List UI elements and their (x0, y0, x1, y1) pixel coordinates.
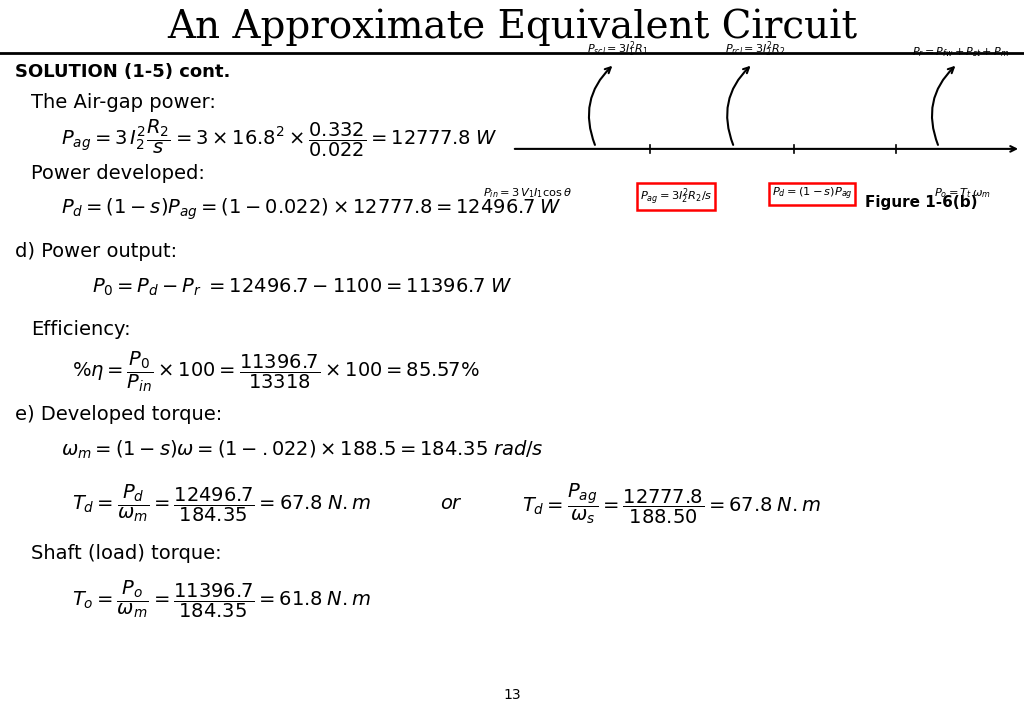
Text: $P_{rcl}= 3I_2^2R_2$: $P_{rcl}= 3I_2^2R_2$ (725, 39, 786, 59)
Text: d) Power output:: d) Power output: (15, 242, 177, 261)
Text: $P_d = (1-s)P_{ag}$: $P_d = (1-s)P_{ag}$ (772, 186, 852, 202)
Text: $P_{ag}=3I_2^2R_2/s$: $P_{ag}=3I_2^2R_2/s$ (640, 186, 712, 207)
Text: Efficiency:: Efficiency: (31, 320, 130, 339)
Text: $P_0 = P_d - P_r\; = 12496.7 - 1100 = 11396.7\; W$: $P_0 = P_d - P_r\; = 12496.7 - 1100 = 11… (92, 277, 512, 298)
Text: $T_d = \dfrac{P_d}{\omega_m} = \dfrac{12496.7}{184.35} = 67.8\; N.m$: $T_d = \dfrac{P_d}{\omega_m} = \dfrac{12… (72, 483, 372, 524)
Text: $or$: $or$ (440, 494, 463, 513)
Text: $\omega_m = (1-s)\omega = (1-.022)\times188.5 = 184.35\; rad/s$: $\omega_m = (1-s)\omega = (1-.022)\times… (61, 439, 544, 462)
Text: 13: 13 (503, 688, 521, 702)
Text: Power developed:: Power developed: (31, 164, 205, 183)
Text: $\%\eta = \dfrac{P_0}{P_{in}}\times100 = \dfrac{11396.7}{13318}\times100 = 85.57: $\%\eta = \dfrac{P_0}{P_{in}}\times100 =… (72, 349, 479, 394)
Text: $T_o = \dfrac{P_o}{\omega_m} = \dfrac{11396.7}{184.35} = 61.8\; N.m$: $T_o = \dfrac{P_o}{\omega_m} = \dfrac{11… (72, 579, 371, 620)
Text: $T_d = \dfrac{P_{ag}}{\omega_s} = \dfrac{12777.8}{188.50} = 67.8\; N.m$: $T_d = \dfrac{P_{ag}}{\omega_s} = \dfrac… (522, 481, 821, 525)
Text: $P_{scl}= 3I_1^2R_1$: $P_{scl}= 3I_1^2R_1$ (587, 39, 648, 59)
Text: The Air-gap power:: The Air-gap power: (31, 94, 216, 112)
Text: An Approximate Equivalent Circuit: An Approximate Equivalent Circuit (167, 9, 857, 45)
Text: Shaft (load) torque:: Shaft (load) torque: (31, 544, 221, 562)
Text: $P_o = T_t\,\omega_m$: $P_o = T_t\,\omega_m$ (934, 186, 991, 199)
Text: e) Developed torque:: e) Developed torque: (15, 406, 222, 424)
Text: $P_{ag}  = 3\, I_2^2 \dfrac{R_2}{s} = 3\times16.8^2 \times \dfrac{0.332}{0.022} : $P_{ag} = 3\, I_2^2 \dfrac{R_2}{s} = 3\t… (61, 118, 498, 159)
Text: $P_r = P_{fw}+P_{st}+P_m$: $P_r = P_{fw}+P_{st}+P_m$ (912, 45, 1009, 59)
Text: Figure 1-6(b): Figure 1-6(b) (865, 195, 978, 210)
Text: $P_d = (1-s)P_{ag} = (1-0.022)\times12777.8 = 12496.7\; W$: $P_d = (1-s)P_{ag} = (1-0.022)\times1277… (61, 196, 562, 222)
Text: $P_{in}=3\,V_1I_1\cos\theta$: $P_{in}=3\,V_1I_1\cos\theta$ (483, 186, 571, 199)
Text: SOLUTION (1-5) cont.: SOLUTION (1-5) cont. (15, 63, 230, 82)
